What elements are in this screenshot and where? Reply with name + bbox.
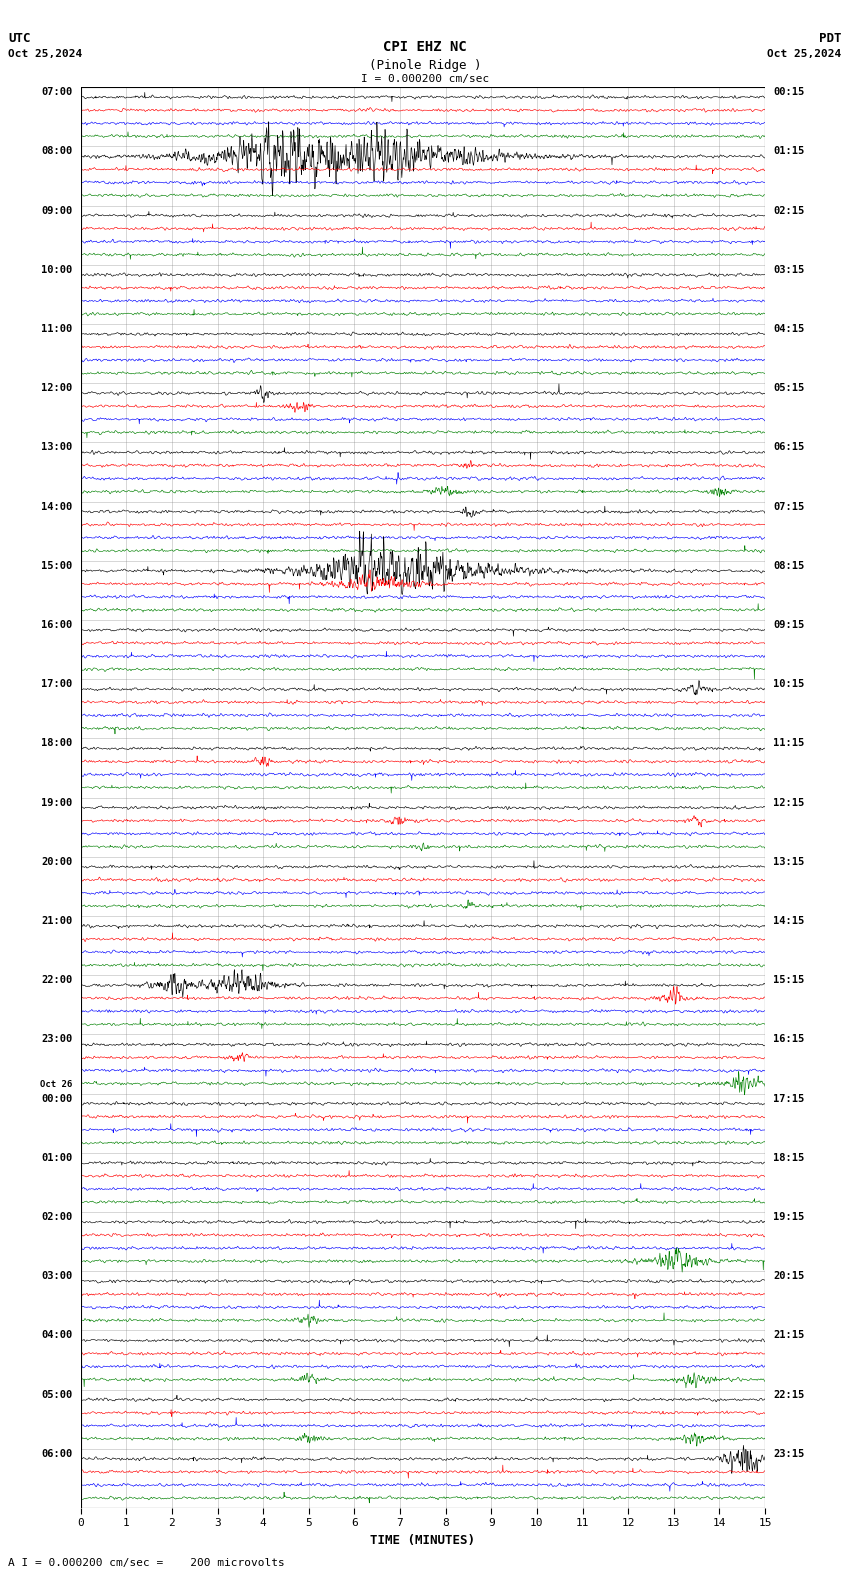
Text: Oct 26: Oct 26 (40, 1080, 72, 1088)
Text: 08:15: 08:15 (774, 561, 804, 570)
Text: UTC: UTC (8, 32, 31, 44)
Text: 22:00: 22:00 (42, 976, 72, 985)
Text: 09:15: 09:15 (774, 619, 804, 630)
Text: 21:00: 21:00 (42, 916, 72, 927)
Text: 10:15: 10:15 (774, 680, 804, 689)
Text: 00:15: 00:15 (774, 87, 804, 97)
Text: 17:15: 17:15 (774, 1093, 804, 1104)
Text: 13:15: 13:15 (774, 857, 804, 866)
Text: CPI EHZ NC: CPI EHZ NC (383, 40, 467, 54)
Text: 03:15: 03:15 (774, 265, 804, 274)
Text: 23:15: 23:15 (774, 1449, 804, 1459)
Text: 02:15: 02:15 (774, 206, 804, 215)
Text: 13:00: 13:00 (42, 442, 72, 453)
Text: 05:00: 05:00 (42, 1389, 72, 1400)
Text: 18:15: 18:15 (774, 1153, 804, 1163)
Text: 12:15: 12:15 (774, 798, 804, 808)
Text: 20:00: 20:00 (42, 857, 72, 866)
Text: 14:15: 14:15 (774, 916, 804, 927)
Text: Oct 25,2024: Oct 25,2024 (8, 49, 82, 59)
Text: Oct 25,2024: Oct 25,2024 (768, 49, 842, 59)
Text: 12:00: 12:00 (42, 383, 72, 393)
Text: 22:15: 22:15 (774, 1389, 804, 1400)
Text: A I = 0.000200 cm/sec =    200 microvolts: A I = 0.000200 cm/sec = 200 microvolts (8, 1559, 286, 1568)
Text: 01:00: 01:00 (42, 1153, 72, 1163)
Text: 11:15: 11:15 (774, 738, 804, 748)
Text: 19:15: 19:15 (774, 1212, 804, 1221)
Text: 06:00: 06:00 (42, 1449, 72, 1459)
Text: 19:00: 19:00 (42, 798, 72, 808)
Text: (Pinole Ridge ): (Pinole Ridge ) (369, 59, 481, 71)
Text: 00:00: 00:00 (42, 1093, 72, 1104)
Text: 09:00: 09:00 (42, 206, 72, 215)
X-axis label: TIME (MINUTES): TIME (MINUTES) (371, 1533, 475, 1548)
Text: 16:15: 16:15 (774, 1034, 804, 1044)
Text: 08:00: 08:00 (42, 146, 72, 157)
Text: 07:15: 07:15 (774, 502, 804, 512)
Text: PDT: PDT (819, 32, 842, 44)
Text: 04:15: 04:15 (774, 325, 804, 334)
Text: 02:00: 02:00 (42, 1212, 72, 1221)
Text: 20:15: 20:15 (774, 1270, 804, 1281)
Text: 04:00: 04:00 (42, 1331, 72, 1340)
Text: 03:00: 03:00 (42, 1270, 72, 1281)
Text: 15:00: 15:00 (42, 561, 72, 570)
Text: 21:15: 21:15 (774, 1331, 804, 1340)
Text: 10:00: 10:00 (42, 265, 72, 274)
Text: 18:00: 18:00 (42, 738, 72, 748)
Text: 07:00: 07:00 (42, 87, 72, 97)
Text: 05:15: 05:15 (774, 383, 804, 393)
Text: 11:00: 11:00 (42, 325, 72, 334)
Text: 14:00: 14:00 (42, 502, 72, 512)
Text: 23:00: 23:00 (42, 1034, 72, 1044)
Text: 01:15: 01:15 (774, 146, 804, 157)
Text: 17:00: 17:00 (42, 680, 72, 689)
Text: 06:15: 06:15 (774, 442, 804, 453)
Text: I = 0.000200 cm/sec: I = 0.000200 cm/sec (361, 74, 489, 84)
Text: 16:00: 16:00 (42, 619, 72, 630)
Text: 15:15: 15:15 (774, 976, 804, 985)
